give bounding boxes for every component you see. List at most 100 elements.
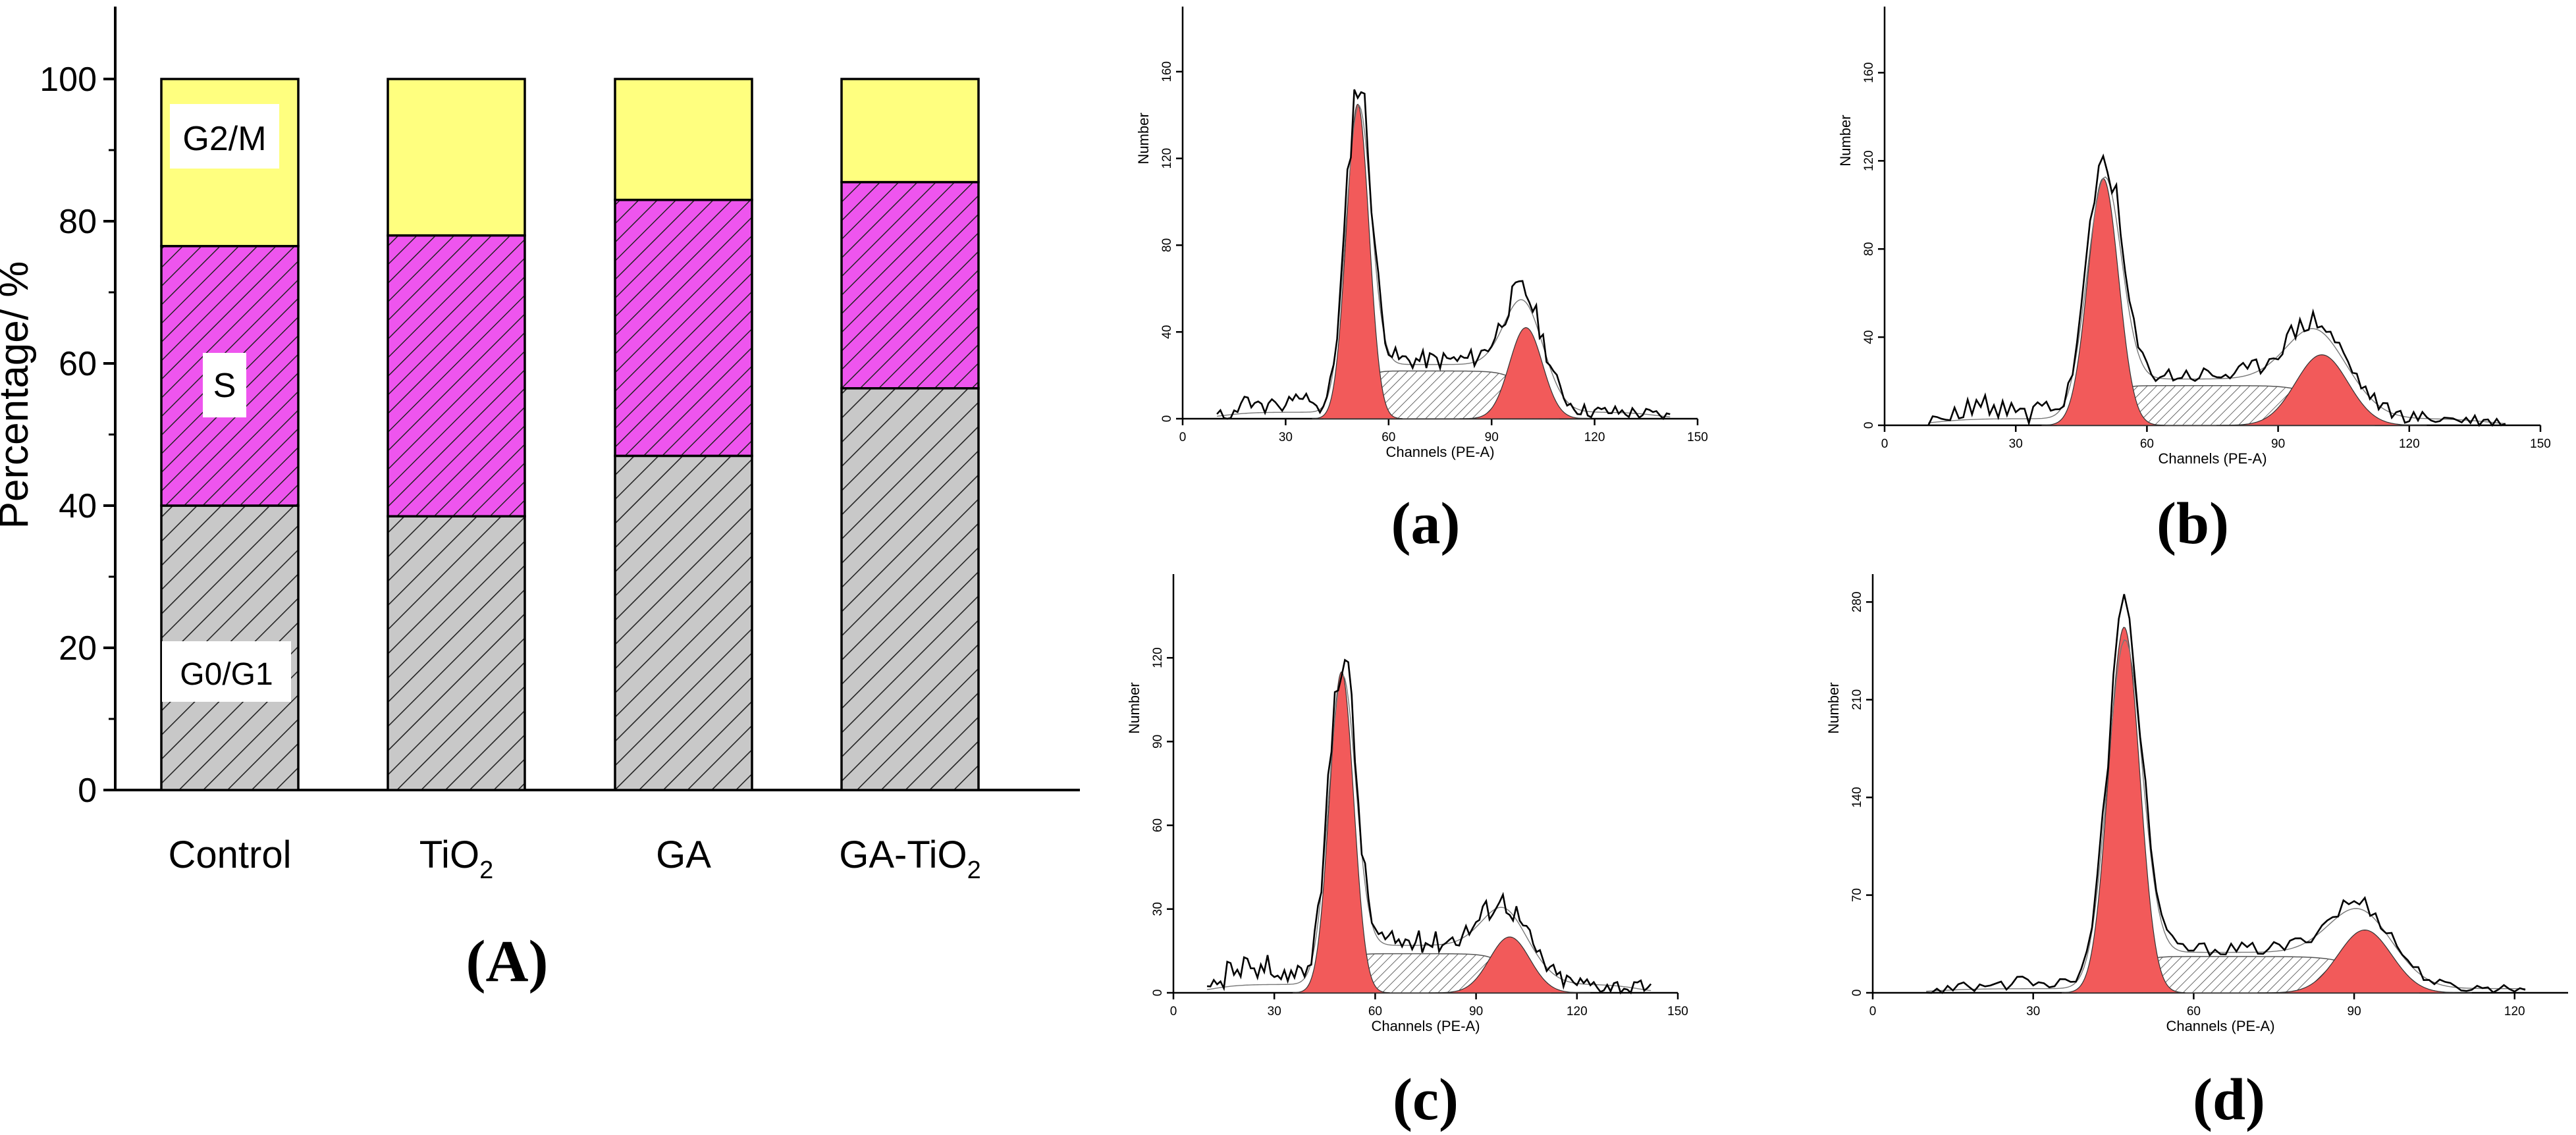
y-tick-label: 20 — [59, 629, 97, 668]
annotation-s: S — [213, 367, 236, 405]
g2-peak — [1428, 936, 1591, 993]
x-tick-label: 0 — [1179, 431, 1187, 444]
x-tick-label: 0 — [1881, 437, 1889, 451]
annotation-g2m: G2/M — [182, 120, 266, 158]
x-tick-label: 120 — [2504, 1005, 2525, 1018]
y-axis-title: Percentage/ % — [0, 261, 37, 529]
g1-peak — [1293, 671, 1390, 993]
x-tick-label: 0 — [1869, 1005, 1877, 1018]
annotation-box — [203, 353, 246, 417]
y-tick-label: 60 — [59, 345, 97, 383]
x-tick-label: 90 — [2348, 1005, 2361, 1018]
x-tick-label: 90 — [1485, 431, 1499, 444]
y-tick-label: 90 — [1151, 735, 1165, 749]
x-tick-label: 30 — [1268, 1005, 1281, 1018]
histogram-panel-b: 0 30 60 90 120 150 0 40 80 120 160 Channels (PE-A) N… — [1837, 7, 2551, 467]
bar-g2m-ga — [614, 78, 753, 201]
measured-histogram — [1216, 89, 1671, 421]
bar-g2m-tio — [387, 78, 526, 237]
bar-chart-axes: 0 20 40 60 80 100 Control TiO2 GA GA-TiO2 — [40, 7, 1080, 884]
x-tick-label: GA-TiO2 — [839, 833, 981, 884]
annotation-box — [162, 641, 291, 702]
bar-g0g1-ga-tio — [840, 387, 980, 791]
y-tick-label: 210 — [1850, 689, 1864, 710]
annotation-g0g1: G0/G1 — [180, 657, 273, 692]
y-tick-label: 140 — [1850, 787, 1864, 808]
x-tick-label: Control — [169, 833, 292, 876]
y-tick-label: 40 — [59, 487, 97, 525]
bar-s-ga — [614, 198, 753, 458]
y-tick-label: 160 — [1160, 61, 1174, 82]
x-tick-label: 30 — [2009, 437, 2023, 451]
panel-label-d: (d) — [2193, 1067, 2265, 1132]
y-tick-label: 280 — [1850, 592, 1864, 613]
y-tick-label: 160 — [1862, 63, 1876, 84]
bar-g2m-ga-tio — [840, 78, 980, 184]
measured-histogram — [1206, 658, 1652, 995]
panel-label-c: (c) — [1393, 1067, 1459, 1132]
x-axis-title: Channels (PE-A) — [1371, 1018, 1480, 1034]
y-tick-label: 0 — [1850, 990, 1864, 997]
bar-s-tio — [387, 234, 526, 517]
x-tick-label: GA — [656, 833, 711, 876]
y-axis-title: Number — [1126, 682, 1142, 733]
x-tick-label: 30 — [1279, 431, 1293, 444]
x-axis-title: Channels (PE-A) — [2158, 450, 2267, 467]
x-tick-label: 150 — [2530, 437, 2551, 451]
x-tick-label: 30 — [2026, 1005, 2040, 1018]
y-tick-label: 80 — [59, 203, 97, 241]
x-tick-label: 120 — [1567, 1005, 1588, 1018]
y-tick-label: 60 — [1151, 818, 1165, 832]
bar-s-ga-tio — [840, 180, 980, 390]
y-tick-label: 120 — [1160, 148, 1174, 169]
x-tick-label: 90 — [2271, 437, 2285, 451]
g2-peak — [2257, 929, 2472, 993]
x-tick-label: 0 — [1170, 1005, 1177, 1018]
y-tick-label: 30 — [1151, 902, 1165, 916]
panel-label-a: (a) — [1391, 491, 1461, 556]
model-fit-curve — [1217, 105, 1671, 418]
x-tick-label: 150 — [1687, 431, 1708, 444]
y-axis-title: Number — [1837, 115, 1854, 166]
histogram-panel-d: 0 30 60 90 120 0 70 140 210 280 Channels (PE-A) Num… — [1825, 574, 2568, 1034]
x-tick-subscript: 2 — [479, 857, 493, 884]
y-tick-label: 80 — [1160, 238, 1174, 252]
y-tick-label: 0 — [1151, 990, 1165, 997]
y-tick-label: 100 — [40, 61, 97, 99]
y-tick-label: 40 — [1862, 330, 1876, 344]
histogram-panel-c: 0 30 60 90 120 150 0 30 60 90 120 Channels (PE-A) Nu… — [1126, 574, 1688, 1034]
x-tick-label: 60 — [1368, 1005, 1382, 1018]
y-tick-label: 0 — [1160, 415, 1174, 423]
panel-label-b: (b) — [2157, 491, 2229, 556]
g1-peak — [2061, 627, 2186, 993]
x-tick-label: 90 — [1469, 1005, 1483, 1018]
g1-peak — [1312, 103, 1403, 419]
bar-chart-annotations: G2/M S G0/G1 — [162, 104, 291, 702]
x-tick-label: 120 — [2399, 437, 2420, 451]
y-tick-label: 120 — [1862, 150, 1876, 171]
model-fit-curve — [1928, 176, 2506, 424]
stacked-bar-chart: 0 20 40 60 80 100 Control TiO2 GA GA-TiO2 G2/M S G0… — [40, 7, 1080, 884]
y-axis-title: Number — [1135, 113, 1152, 164]
x-tick-label: 60 — [2187, 1005, 2201, 1018]
panel-label-A: (A) — [466, 929, 549, 994]
x-tick-subscript: 2 — [967, 857, 981, 884]
bar-g0g1-tio — [387, 515, 526, 791]
y-tick-label: 40 — [1160, 325, 1174, 339]
g2-peak — [2216, 354, 2427, 426]
y-tick-label: 0 — [1862, 422, 1876, 429]
x-tick-label: 60 — [2140, 437, 2154, 451]
x-tick-label: 150 — [1667, 1005, 1688, 1018]
measured-histogram — [1926, 594, 2526, 994]
annotation-box — [170, 104, 279, 169]
x-tick-label: 120 — [1584, 431, 1605, 444]
histogram-panel-a: 0 30 60 90 120 150 0 40 80 120 160 Channels (PE-A) N… — [1135, 7, 1708, 460]
x-tick-label: TiO2 — [419, 833, 493, 884]
y-tick-label: 0 — [78, 772, 97, 810]
x-tick-label: 60 — [1382, 431, 1395, 444]
x-axis-title: Channels (PE-A) — [1385, 444, 1494, 460]
model-fit-curve — [1206, 674, 1651, 991]
measured-histogram — [1927, 153, 2506, 427]
y-tick-label: 70 — [1850, 888, 1864, 902]
